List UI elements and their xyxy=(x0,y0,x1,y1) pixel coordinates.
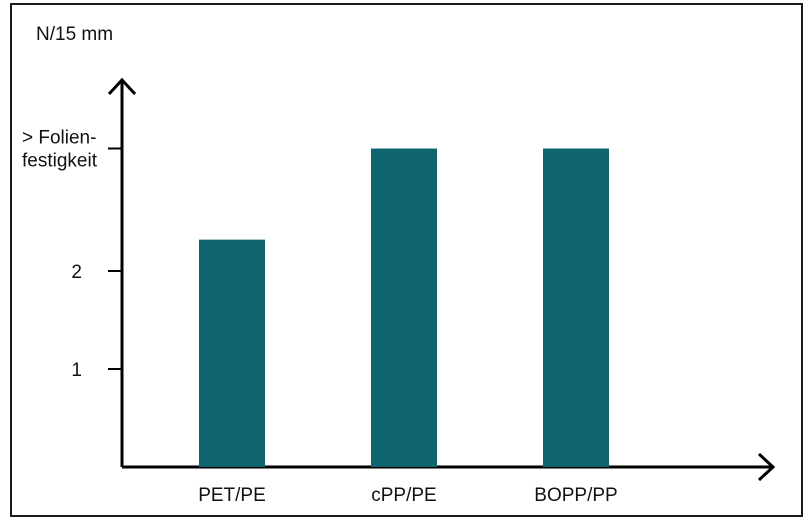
y-tick-label: 2 xyxy=(71,262,82,283)
y-tick-label: 1 xyxy=(71,360,82,381)
x-tick-label: BOPP/PP xyxy=(534,485,617,506)
y-axis-arrow xyxy=(107,77,137,96)
x-axis-arrow xyxy=(757,452,776,482)
bars xyxy=(199,148,609,467)
y-tick-label: festigkeit xyxy=(22,151,98,172)
x-tick-label: PET/PE xyxy=(198,485,266,506)
y-axis-label: N/15 mm xyxy=(36,24,113,45)
x-tick-label: cPP/PE xyxy=(371,485,436,506)
bar-bopp-pp xyxy=(543,148,609,467)
bar-cpp-pe xyxy=(371,148,437,467)
bar-pet-pe xyxy=(199,239,265,467)
x-tick-labels: PET/PE cPP/PE BOPP/PP xyxy=(198,485,618,506)
y-ticks: 1 2 > Folien-festigkeit xyxy=(22,128,122,381)
y-tick-label: > Folien- xyxy=(22,128,96,149)
